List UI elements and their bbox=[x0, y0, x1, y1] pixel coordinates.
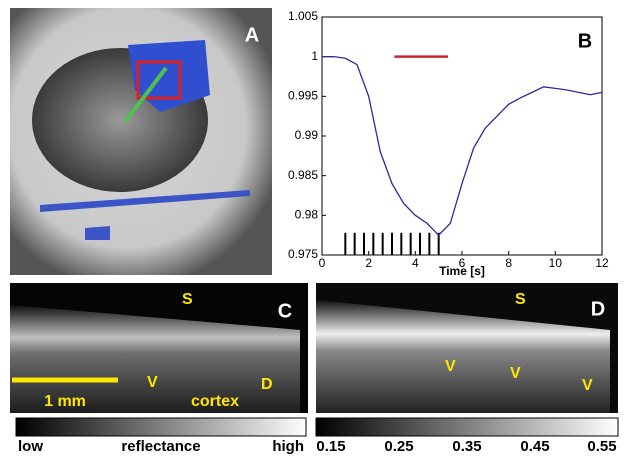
y-tick-label: 1.005 bbox=[288, 9, 318, 23]
y-tick-label: 1 bbox=[311, 49, 318, 63]
colorbar bbox=[315, 417, 619, 437]
roi bbox=[136, 60, 182, 100]
x-axis-label: Time [s] bbox=[439, 264, 485, 278]
x-tick-label: 8 bbox=[505, 256, 512, 270]
x-tick-label: 10 bbox=[549, 256, 563, 270]
colorbar-label: high bbox=[272, 438, 304, 455]
colorbar-label: 0.25 bbox=[384, 438, 413, 455]
y-tick-label: 0.995 bbox=[288, 89, 318, 103]
panel-label: A bbox=[245, 24, 259, 46]
annotation: V bbox=[445, 358, 456, 375]
panel-label: C bbox=[278, 300, 292, 322]
colorbar-label: 0.15 bbox=[316, 438, 345, 455]
colorbar-label: 0.35 bbox=[452, 438, 481, 455]
scale-text: 1 mm bbox=[44, 393, 86, 410]
colorbar-label: low bbox=[18, 438, 43, 455]
region-text: cortex bbox=[191, 393, 239, 410]
colorbar-label: 0.45 bbox=[520, 438, 549, 455]
y-tick-label: 0.99 bbox=[295, 128, 319, 142]
panel-c: C S V D 1 mm cortex bbox=[10, 283, 308, 413]
annotation: S bbox=[515, 291, 526, 308]
x-tick-label: 4 bbox=[412, 256, 419, 270]
y-tick-label: 0.985 bbox=[288, 168, 318, 182]
data-line bbox=[322, 56, 603, 237]
tissue bbox=[10, 305, 300, 413]
annotation: S bbox=[182, 291, 193, 308]
panel-label: B bbox=[578, 30, 592, 52]
panel-b: B Time [s] 0.975 0.98 0.985 0.99 0.995 1 1.005… bbox=[288, 9, 609, 278]
blue-region bbox=[40, 190, 250, 240]
colorbar-label: reflectance bbox=[121, 438, 200, 455]
annotation: V bbox=[510, 365, 521, 382]
x-tick-label: 0 bbox=[319, 256, 326, 270]
y-tick-label: 0.98 bbox=[295, 208, 319, 222]
colorbar bbox=[15, 417, 307, 437]
colorbar-label: 0.55 bbox=[587, 438, 616, 455]
arrow bbox=[123, 66, 168, 124]
plot-frame bbox=[321, 16, 603, 256]
x-tick-label: 6 bbox=[459, 256, 466, 270]
x-tick-label: 2 bbox=[365, 256, 372, 270]
y-tick-label: 0.975 bbox=[288, 247, 318, 261]
x-tick-label: 12 bbox=[595, 256, 609, 270]
annotation: V bbox=[147, 374, 158, 391]
panel-d: D S V V V bbox=[316, 283, 618, 413]
tissue bbox=[316, 300, 610, 413]
annotation: D bbox=[261, 376, 273, 393]
panel-label: D bbox=[591, 298, 605, 320]
annotation: V bbox=[582, 377, 593, 394]
panel-a: A bbox=[10, 8, 272, 275]
